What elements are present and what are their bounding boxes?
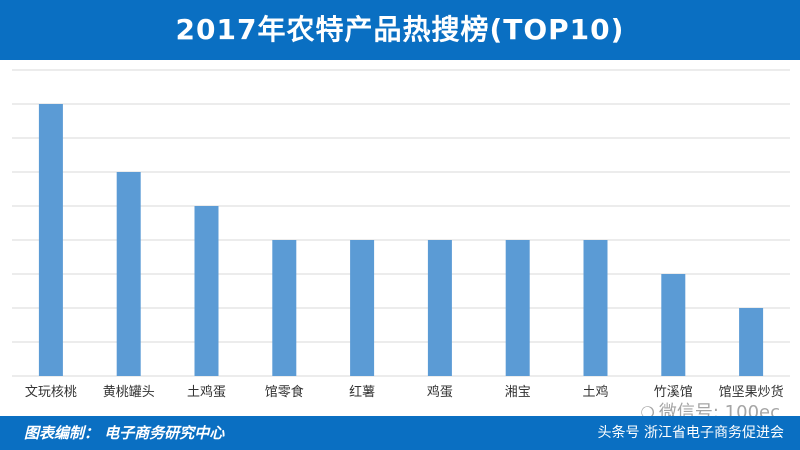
bar-馆坚果炒货 <box>739 308 764 376</box>
bar-馆零食 <box>272 240 297 376</box>
x-tick-label: 土鸡 <box>582 384 608 400</box>
bar-湘宝 <box>505 240 530 376</box>
title-banner: 2017年农特产品热搜榜(TOP10) <box>0 0 800 60</box>
x-tick-label: 馆零食 <box>265 384 304 400</box>
x-axis-labels: 文玩核桃 黄桃罐头 土鸡蛋 馆零食 红薯 鸡蛋 湘宝 土鸡 竹溪馆 馆坚果炒货 <box>25 384 784 400</box>
bar-竹溪馆 <box>661 274 686 376</box>
x-tick-label: 黄桃罐头 <box>103 385 155 400</box>
bar-chart: 文玩核桃 黄桃罐头 土鸡蛋 馆零食 红薯 鸡蛋 湘宝 土鸡 竹溪馆 馆坚果炒货 <box>0 60 800 416</box>
bar-文玩核桃 <box>38 104 63 376</box>
bar-鸡蛋 <box>427 240 452 376</box>
bar-红薯 <box>350 240 375 376</box>
x-tick-label: 文玩核桃 <box>25 385 77 400</box>
chart-title: 2017年农特产品热搜榜(TOP10) <box>175 13 625 46</box>
bars <box>38 104 764 376</box>
x-tick-label: 鸡蛋 <box>427 384 453 400</box>
x-tick-label: 土鸡蛋 <box>187 384 226 400</box>
chart-credit: 图表编制： 电子商务研究中心 <box>24 424 225 442</box>
bar-土鸡 <box>583 240 608 376</box>
source-text: 头条号 浙江省电子商务促进会 <box>597 425 784 441</box>
bar-黄桃罐头 <box>116 172 141 376</box>
gridlines <box>12 69 790 377</box>
x-tick-label: 红薯 <box>349 384 375 400</box>
bar-土鸡蛋 <box>194 206 219 376</box>
x-tick-label: 馆坚果炒货 <box>719 384 784 400</box>
footer-banner: 图表编制： 电子商务研究中心 头条号 浙江省电子商务促进会 <box>0 416 800 450</box>
bar-chart-svg: 文玩核桃 黄桃罐头 土鸡蛋 馆零食 红薯 鸡蛋 湘宝 土鸡 竹溪馆 馆坚果炒货 <box>12 69 790 400</box>
x-tick-label: 湘宝 <box>505 385 531 400</box>
x-tick-label: 竹溪馆 <box>654 385 693 400</box>
